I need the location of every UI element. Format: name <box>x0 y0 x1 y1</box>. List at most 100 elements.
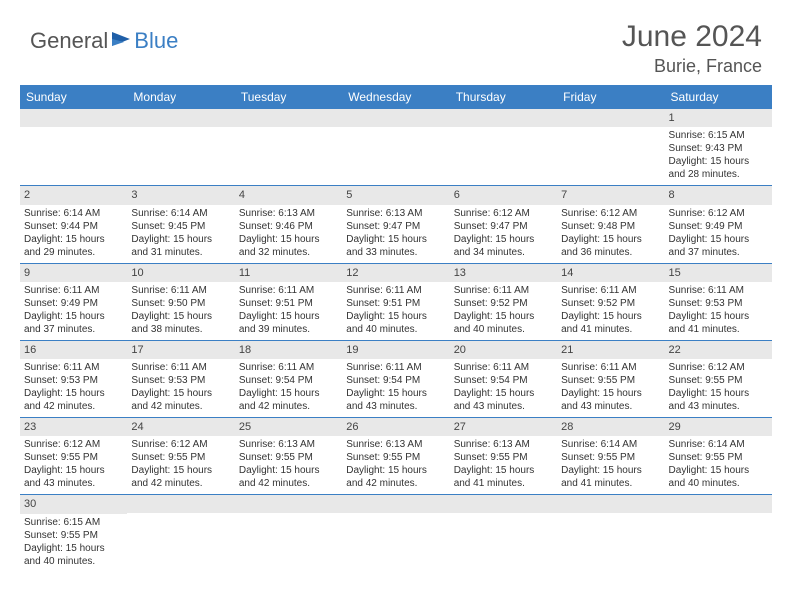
daylight-text: Daylight: 15 hours and 41 minutes. <box>669 310 768 336</box>
daylight-text: Daylight: 15 hours and 42 minutes. <box>239 464 338 490</box>
sunset-text: Sunset: 9:53 PM <box>669 297 768 310</box>
day-number <box>127 495 234 513</box>
sunset-text: Sunset: 9:55 PM <box>24 451 123 464</box>
day-number: 26 <box>342 418 449 436</box>
day-number: 16 <box>20 341 127 359</box>
daylight-text: Daylight: 15 hours and 43 minutes. <box>24 464 123 490</box>
day-number: 2 <box>20 186 127 204</box>
day-body <box>20 127 127 177</box>
day-number: 8 <box>665 186 772 204</box>
day-number <box>557 109 664 127</box>
day-number: 11 <box>235 264 342 282</box>
sunrise-text: Sunrise: 6:11 AM <box>561 361 660 374</box>
sunset-text: Sunset: 9:55 PM <box>131 451 230 464</box>
day-number: 10 <box>127 264 234 282</box>
daylight-text: Daylight: 15 hours and 43 minutes. <box>346 387 445 413</box>
sunset-text: Sunset: 9:52 PM <box>454 297 553 310</box>
day-number: 28 <box>557 418 664 436</box>
sunset-text: Sunset: 9:55 PM <box>561 451 660 464</box>
day-number: 12 <box>342 264 449 282</box>
day-number: 14 <box>557 264 664 282</box>
sunrise-text: Sunrise: 6:11 AM <box>239 361 338 374</box>
week-row: 2 Sunrise: 6:14 AM Sunset: 9:44 PM Daylight… <box>20 186 772 263</box>
day-cell <box>557 495 664 571</box>
daylight-text: Daylight: 15 hours and 43 minutes. <box>454 387 553 413</box>
day-cell <box>235 495 342 571</box>
day-number <box>665 495 772 513</box>
page-header: General Blue June 2024 Burie, France <box>0 0 792 85</box>
day-cell: 12Sunrise: 6:11 AMSunset: 9:51 PMDayligh… <box>342 264 449 340</box>
day-cell: 17Sunrise: 6:11 AMSunset: 9:53 PMDayligh… <box>127 341 234 417</box>
day-body <box>557 127 664 177</box>
sunrise-text: Sunrise: 6:14 AM <box>131 207 230 220</box>
day-body: Sunrise: 6:13 AMSunset: 9:55 PMDaylight:… <box>342 436 449 494</box>
sunrise-text: Sunrise: 6:12 AM <box>669 207 768 220</box>
day-body: Sunrise: 6:13 AMSunset: 9:46 PMDaylight:… <box>235 205 342 263</box>
day-body: Sunrise: 6:11 AMSunset: 9:52 PMDaylight:… <box>557 282 664 340</box>
daylight-text: Daylight: 15 hours and 39 minutes. <box>239 310 338 336</box>
daylight-text: Daylight: 15 hours and 41 minutes. <box>561 310 660 336</box>
day-cell: 5Sunrise: 6:13 AMSunset: 9:47 PMDaylight… <box>342 186 449 262</box>
day-cell <box>235 109 342 185</box>
day-cell: 29Sunrise: 6:14 AMSunset: 9:55 PMDayligh… <box>665 418 772 494</box>
sunset-text: Sunset: 9:52 PM <box>561 297 660 310</box>
daylight-text: Daylight: 15 hours and 31 minutes. <box>131 233 230 259</box>
day-cell: 30Sunrise: 6:15 AMSunset: 9:55 PMDayligh… <box>20 495 127 571</box>
day-number: 3 <box>127 186 234 204</box>
day-cell: 6Sunrise: 6:12 AMSunset: 9:47 PMDaylight… <box>450 186 557 262</box>
day-number <box>557 495 664 513</box>
sunrise-text: Sunrise: 6:11 AM <box>669 284 768 297</box>
daylight-text: Daylight: 15 hours and 32 minutes. <box>239 233 338 259</box>
daylight-text: Daylight: 15 hours and 36 minutes. <box>561 233 660 259</box>
sunrise-text: Sunrise: 6:15 AM <box>669 129 768 142</box>
sunrise-text: Sunrise: 6:12 AM <box>669 361 768 374</box>
day-number: 5 <box>342 186 449 204</box>
day-cell <box>665 495 772 571</box>
sunrise-text: Sunrise: 6:13 AM <box>239 207 338 220</box>
daylight-text: Daylight: 15 hours and 38 minutes. <box>131 310 230 336</box>
sunset-text: Sunset: 9:55 PM <box>669 451 768 464</box>
sunset-text: Sunset: 9:43 PM <box>669 142 768 155</box>
day-body: Sunrise: 6:15 AMSunset: 9:43 PMDaylight:… <box>665 127 772 185</box>
week-row: 9Sunrise: 6:11 AMSunset: 9:49 PMDaylight… <box>20 264 772 341</box>
sunset-text: Sunset: 9:44 PM <box>24 220 123 233</box>
logo-text-blue: Blue <box>134 28 178 54</box>
calendar: Sunday Monday Tuesday Wednesday Thursday… <box>20 85 772 572</box>
daylight-text: Daylight: 15 hours and 33 minutes. <box>346 233 445 259</box>
weeks-container: 1Sunrise: 6:15 AMSunset: 9:43 PMDaylight… <box>20 109 772 572</box>
sunset-text: Sunset: 9:55 PM <box>669 374 768 387</box>
day-body <box>665 513 772 563</box>
sunrise-text: Sunrise: 6:12 AM <box>131 438 230 451</box>
sunrise-text: Sunrise: 6:15 AM <box>24 516 123 529</box>
day-cell: 15Sunrise: 6:11 AMSunset: 9:53 PMDayligh… <box>665 264 772 340</box>
day-body: Sunrise: 6:12 AMSunset: 9:55 PMDaylight:… <box>665 359 772 417</box>
daylight-text: Daylight: 15 hours and 40 minutes. <box>346 310 445 336</box>
day-body: Sunrise: 6:11 AMSunset: 9:55 PMDaylight:… <box>557 359 664 417</box>
day-body: Sunrise: 6:11 AMSunset: 9:50 PMDaylight:… <box>127 282 234 340</box>
day-number: 17 <box>127 341 234 359</box>
sunset-text: Sunset: 9:55 PM <box>454 451 553 464</box>
day-body: Sunrise: 6:11 AMSunset: 9:53 PMDaylight:… <box>20 359 127 417</box>
sunrise-text: Sunrise: 6:13 AM <box>454 438 553 451</box>
week-row: 16Sunrise: 6:11 AMSunset: 9:53 PMDayligh… <box>20 341 772 418</box>
sunrise-text: Sunrise: 6:12 AM <box>561 207 660 220</box>
day-cell: 20Sunrise: 6:11 AMSunset: 9:54 PMDayligh… <box>450 341 557 417</box>
day-cell: 2Sunrise: 6:14 AMSunset: 9:44 PMDaylight… <box>20 186 127 262</box>
day-number <box>20 109 127 127</box>
day-cell: 8Sunrise: 6:12 AMSunset: 9:49 PMDaylight… <box>665 186 772 262</box>
day-cell <box>127 109 234 185</box>
daylight-text: Daylight: 15 hours and 41 minutes. <box>561 464 660 490</box>
day-cell: 28Sunrise: 6:14 AMSunset: 9:55 PMDayligh… <box>557 418 664 494</box>
day-number <box>235 495 342 513</box>
weekday-wednesday: Wednesday <box>342 85 449 109</box>
day-cell: 7Sunrise: 6:12 AMSunset: 9:48 PMDaylight… <box>557 186 664 262</box>
day-body <box>450 513 557 563</box>
week-row: 30Sunrise: 6:15 AMSunset: 9:55 PMDayligh… <box>20 495 772 571</box>
day-cell <box>557 109 664 185</box>
day-body: Sunrise: 6:11 AMSunset: 9:53 PMDaylight:… <box>127 359 234 417</box>
sunrise-text: Sunrise: 6:11 AM <box>131 284 230 297</box>
daylight-text: Daylight: 15 hours and 42 minutes. <box>239 387 338 413</box>
daylight-text: Daylight: 15 hours and 34 minutes. <box>454 233 553 259</box>
day-body: Sunrise: 6:13 AMSunset: 9:47 PMDaylight:… <box>342 205 449 263</box>
day-body: Sunrise: 6:15 AMSunset: 9:55 PMDaylight:… <box>20 514 127 572</box>
